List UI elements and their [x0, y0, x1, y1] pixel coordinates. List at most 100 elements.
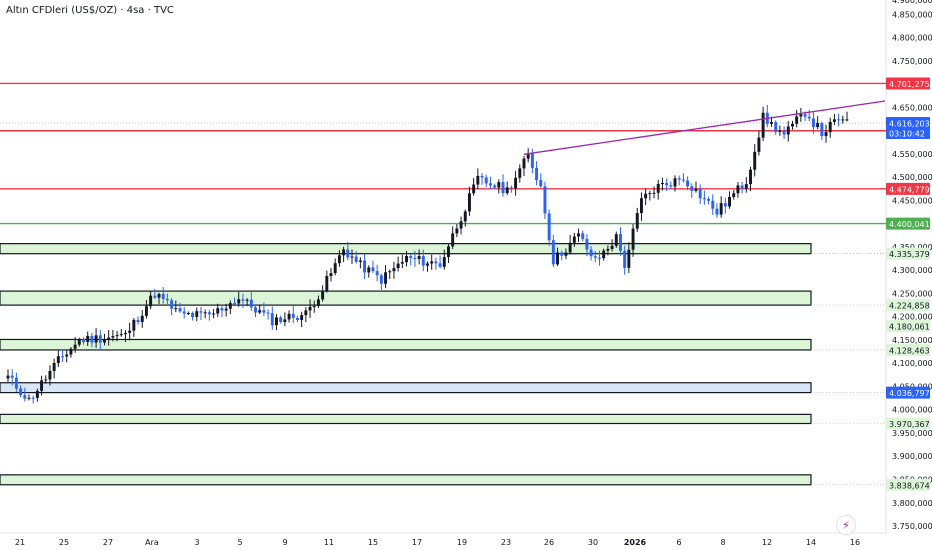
level-price-badge-bg — [886, 217, 930, 230]
candle — [77, 339, 81, 345]
y-tick-label: 4.350,000 — [892, 243, 932, 252]
candle — [690, 186, 694, 191]
candle — [40, 380, 44, 391]
candle — [304, 310, 308, 316]
candle — [828, 121, 832, 133]
zone-box — [0, 338, 812, 351]
candle — [660, 182, 664, 184]
zone-box — [0, 290, 812, 306]
candle — [56, 356, 60, 364]
candle — [631, 228, 635, 250]
candle — [140, 315, 144, 323]
candle — [35, 390, 39, 398]
candle — [430, 261, 434, 264]
candle — [224, 308, 228, 311]
zone-price-badge-bg — [886, 386, 930, 399]
candle — [325, 276, 329, 291]
candle — [31, 397, 35, 399]
candle — [698, 188, 702, 199]
candle — [606, 248, 610, 251]
candle — [237, 299, 241, 304]
candle — [316, 299, 320, 307]
zone-price-badge: 4.036,797 — [889, 389, 930, 398]
candle — [585, 238, 589, 250]
candle — [65, 354, 69, 357]
candle — [463, 211, 467, 222]
candle — [212, 313, 216, 315]
candle — [107, 337, 111, 340]
zone-price-badge: 4.335,379 — [889, 250, 930, 259]
x-tick-label: 11 — [324, 538, 334, 547]
zone-price-badge-bg — [886, 299, 930, 312]
x-tick-label: 21 — [15, 538, 25, 547]
x-tick-label: 25 — [59, 538, 69, 547]
candle — [723, 203, 727, 207]
zone-price-badge: 3.970,367 — [889, 420, 930, 429]
candle — [405, 255, 408, 263]
candle — [94, 335, 98, 343]
y-tick-label: 3.750,000 — [892, 522, 932, 531]
candle — [526, 153, 530, 159]
candle — [623, 250, 627, 268]
candle — [199, 311, 203, 313]
zone-price-badge: 4.128,463 — [889, 346, 930, 355]
candle — [23, 395, 27, 399]
zone-price-badge-bg — [886, 319, 930, 332]
candle — [161, 294, 165, 299]
candle — [476, 175, 480, 185]
y-tick-label: 3.950,000 — [892, 429, 932, 438]
candle — [203, 312, 207, 314]
candle — [811, 118, 815, 128]
candle — [354, 256, 358, 262]
candle — [182, 311, 186, 314]
candle — [635, 213, 639, 229]
candle — [19, 388, 23, 396]
countdown-label: 03:10:42 — [889, 130, 925, 139]
candle — [115, 335, 119, 337]
candle — [480, 175, 484, 178]
y-tick-label: 4.300,000 — [892, 266, 932, 275]
x-tick-label: 17 — [412, 538, 422, 547]
zone-box — [0, 474, 812, 486]
candle — [10, 375, 14, 378]
candle — [249, 299, 253, 308]
candle — [333, 263, 337, 274]
candle — [472, 184, 476, 194]
candle — [195, 311, 199, 317]
lightning-icon[interactable]: ⚡ — [836, 515, 856, 535]
candle — [178, 308, 182, 312]
candle — [736, 185, 740, 194]
candle — [568, 242, 572, 253]
candle — [677, 178, 681, 180]
candle — [417, 256, 421, 260]
candle — [262, 310, 266, 313]
candle — [245, 299, 249, 301]
candle — [832, 119, 836, 122]
candle — [291, 313, 295, 318]
y-tick-label: 4.650,000 — [892, 103, 932, 112]
level-price-badge-bg — [886, 77, 930, 90]
y-tick-label: 4.150,000 — [892, 336, 932, 345]
candle — [128, 330, 132, 333]
candle — [103, 339, 106, 343]
candle — [459, 221, 463, 229]
candle — [300, 315, 304, 320]
candle — [379, 275, 383, 284]
candle — [807, 116, 811, 119]
candle — [421, 256, 425, 266]
candles — [6, 105, 849, 404]
candle — [577, 233, 580, 237]
candle — [434, 261, 438, 264]
candle — [228, 303, 232, 309]
candle — [258, 310, 262, 313]
candle — [711, 200, 715, 209]
candle — [308, 306, 312, 311]
candle — [275, 317, 278, 326]
candle — [98, 335, 102, 343]
y-tick-label: 4.500,000 — [892, 173, 932, 182]
x-tick-label: 15 — [368, 538, 378, 547]
candle — [329, 273, 333, 277]
candle — [619, 234, 622, 251]
candle — [371, 267, 375, 272]
